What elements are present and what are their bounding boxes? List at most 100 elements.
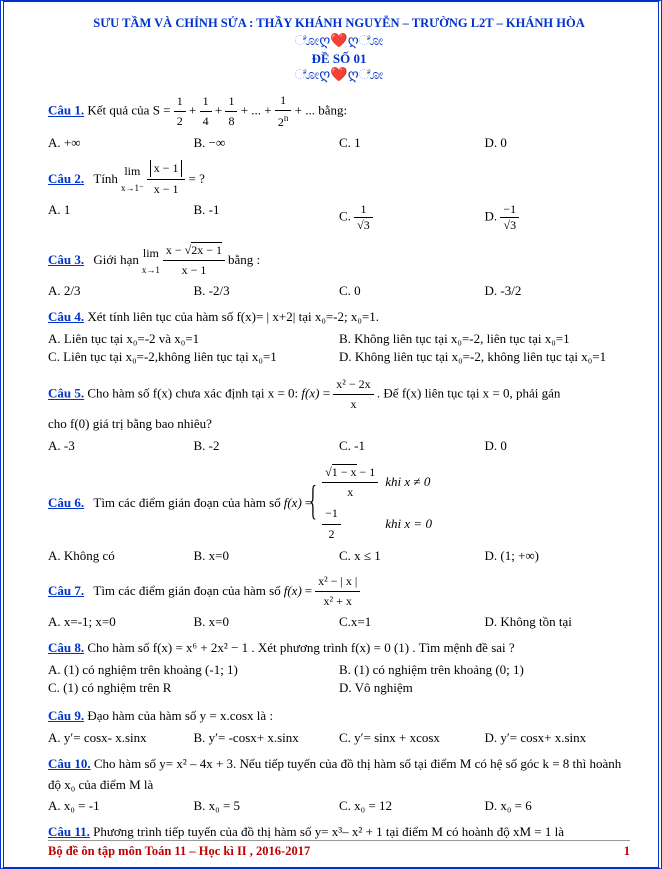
q10-label: Câu 10. xyxy=(48,756,91,771)
q10-text: Cho hàm số y= x² – 4x + 3. Nếu tiếp tuyế… xyxy=(48,756,621,792)
q7-text: Tìm các điểm gián đoạn của hàm số xyxy=(93,581,280,602)
question-5: Câu 5. Cho hàm số f(x) chưa xác định tại… xyxy=(48,375,630,435)
q2-tail: = ? xyxy=(188,169,204,190)
q2-b: B. -1 xyxy=(194,202,340,233)
q7-choices: A. x=-1; x=0 B. x=0 C.x=1 D. Không tồn t… xyxy=(48,614,630,630)
q7-a: A. x=-1; x=0 xyxy=(48,614,194,630)
q1-tail: bằng: xyxy=(318,103,347,118)
q8-d: D. Vô nghiệm xyxy=(339,680,630,696)
q6-text: Tìm các điểm gián đoạn của hàm số xyxy=(93,493,280,514)
q8-a: A. (1) có nghiệm trên khoảng (-1; 1) xyxy=(48,662,339,678)
decoration-top: ೋღ❤️ღೋ xyxy=(48,35,630,49)
q3-label: Câu 3. xyxy=(48,250,84,271)
q3-a: A. 2/3 xyxy=(48,283,194,299)
q3-frac: x − √2x − 1 x − 1 xyxy=(163,241,225,280)
q8-c: C. (1) có nghiệm trên R xyxy=(48,680,339,696)
q11-label: Câu 11. xyxy=(48,824,90,839)
question-10: Câu 10. Cho hàm số y= x² – 4x + 3. Nếu t… xyxy=(48,754,630,796)
q2-d: D. −1√3 xyxy=(485,202,631,233)
q4-d: D. Không liên tục tại x₀=-2, không liên … xyxy=(339,349,630,365)
q1-b: B. −∞ xyxy=(194,135,340,151)
q4-label: Câu 4. xyxy=(48,309,84,324)
q8-label: Câu 8. xyxy=(48,640,84,655)
q6-choices: A. Không có B. x=0 C. x ≤ 1 D. (1; +∞) xyxy=(48,548,630,564)
q8-choices: A. (1) có nghiệm trên khoảng (-1; 1) B. … xyxy=(48,662,630,698)
q1-a: A. +∞ xyxy=(48,135,194,151)
q9-c: C. y′= sinx + xcosx xyxy=(339,730,485,746)
q5-label: Câu 5. xyxy=(48,386,84,401)
question-7: Câu 7. Tìm các điểm gián đoạn của hàm số… xyxy=(48,572,630,611)
q5-text1: Cho hàm số f(x) chưa xác định tại x = 0: xyxy=(87,386,301,401)
q3-choices: A. 2/3 B. -2/3 C. 0 D. -3/2 xyxy=(48,283,630,299)
q6-a: A. Không có xyxy=(48,548,194,564)
q9-b: B. y′= -cosx+ x.sinx xyxy=(194,730,340,746)
q5-a: A. -3 xyxy=(48,438,194,454)
q9-a: A. y′= cosx- x.sinx xyxy=(48,730,194,746)
q1-frac-2: 14 xyxy=(200,92,212,131)
q1-frac-n: 12n xyxy=(275,91,292,132)
q9-d: D. y′= cosx+ x.sinx xyxy=(485,730,631,746)
decoration-bottom: ೋღ❤️ღೋ xyxy=(48,69,630,83)
question-3: Câu 3. Giới hạn limx→1 x − √2x − 1 x − 1… xyxy=(48,241,630,280)
question-9: Câu 9. Đạo hàm của hàm số y = x.cosx là … xyxy=(48,706,630,727)
q5-text3: cho f(0) giá trị bằng bao nhiêu? xyxy=(48,416,212,431)
q11-text: Phương trình tiếp tuyến của đồ thị hàm s… xyxy=(93,824,564,839)
q8-text: Cho hàm số f(x) = x⁶ + 2x² − 1 . Xét phư… xyxy=(87,640,514,655)
question-6: Câu 6. Tìm các điểm gián đoạn của hàm số… xyxy=(48,462,630,545)
q7-d: D. Không tồn tại xyxy=(485,614,631,630)
question-8: Câu 8. Cho hàm số f(x) = x⁶ + 2x² − 1 . … xyxy=(48,638,630,659)
q1-c: C. 1 xyxy=(339,135,485,151)
header-text: SƯU TẦM VÀ CHỈNH SỬA : THẦY KHÁNH NGUYỄN… xyxy=(48,16,630,31)
q1-frac-1: 12 xyxy=(174,92,186,131)
q7-label: Câu 7. xyxy=(48,581,84,602)
q4-text: Xét tính liên tục của hàm số f(x)= | x+2… xyxy=(87,309,379,324)
q3-text: Giới hạn xyxy=(93,250,139,271)
q9-label: Câu 9. xyxy=(48,708,84,723)
q1-frac-3: 18 xyxy=(225,92,237,131)
page: SƯU TẦM VÀ CHỈNH SỬA : THẦY KHÁNH NGUYỄN… xyxy=(0,0,662,869)
q2-text: Tính xyxy=(93,169,118,190)
footer: Bộ đề ôn tập môn Toán 11 – Học kì II , 2… xyxy=(48,840,630,859)
q10-choices: A. x₀ = -1 B. x₀ = 5 C. x₀ = 12 D. x₀ = … xyxy=(48,798,630,814)
q10-d: D. x₀ = 6 xyxy=(485,798,631,814)
q5-c: C. -1 xyxy=(339,438,485,454)
footer-page-number: 1 xyxy=(624,844,630,859)
q4-choices: A. Liên tục tại x₀=-2 và x₀=1 B. Không l… xyxy=(48,331,630,367)
q3-b: B. -2/3 xyxy=(194,283,340,299)
q5-choices: A. -3 B. -2 C. -1 D. 0 xyxy=(48,438,630,454)
q10-b: B. x₀ = 5 xyxy=(194,798,340,814)
q6-d: D. (1; +∞) xyxy=(485,548,631,564)
q10-a: A. x₀ = -1 xyxy=(48,798,194,814)
q7-b: B. x=0 xyxy=(194,614,340,630)
q6-b: B. x=0 xyxy=(194,548,340,564)
q1-label: Câu 1. xyxy=(48,103,84,118)
q3-c: C. 0 xyxy=(339,283,485,299)
question-2: Câu 2. Tính limx→1⁻ x − 1 x − 1 = ? xyxy=(48,159,630,198)
q5-d: D. 0 xyxy=(485,438,631,454)
q2-a: A. 1 xyxy=(48,202,194,233)
q3-d: D. -3/2 xyxy=(485,283,631,299)
q9-text: Đạo hàm của hàm số y = x.cosx là : xyxy=(87,708,273,723)
q6-label: Câu 6. xyxy=(48,493,84,514)
q6-c: C. x ≤ 1 xyxy=(339,548,485,564)
footer-left: Bộ đề ôn tập môn Toán 11 – Học kì II , 2… xyxy=(48,844,310,859)
q7-c: C.x=1 xyxy=(339,614,485,630)
q2-c: C. 1√3 xyxy=(339,202,485,233)
q2-label: Câu 2. xyxy=(48,169,84,190)
q5-text2: . Để f(x) liên tục tại x = 0, phải gán xyxy=(377,386,561,401)
q4-a: A. Liên tục tại x₀=-2 và x₀=1 xyxy=(48,331,339,347)
q1-text: Kết quả của S = xyxy=(87,103,173,118)
q6-brace: √1 − x − 1x khi x ≠ 0 −12 khi x = 0 xyxy=(315,462,433,545)
q2-lim: limx→1⁻ xyxy=(121,162,144,196)
q1-d: D. 0 xyxy=(485,135,631,151)
q2-frac: x − 1 x − 1 xyxy=(147,159,186,198)
q10-c: C. x₀ = 12 xyxy=(339,798,485,814)
q5-b: B. -2 xyxy=(194,438,340,454)
q2-choices: A. 1 B. -1 C. 1√3 D. −1√3 xyxy=(48,202,630,233)
q3-tail: bằng : xyxy=(228,250,260,271)
de-so: ĐỀ SỐ 01 xyxy=(48,51,630,67)
q8-b: B. (1) có nghiệm trên khoảng (0; 1) xyxy=(339,662,630,678)
q4-c: C. Liên tục tại x₀=-2,không liên tục tại… xyxy=(48,349,339,365)
question-1: Câu 1. Kết quả của S = 12 + 14 + 18 + ..… xyxy=(48,91,630,132)
q3-lim: limx→1 xyxy=(142,244,160,278)
